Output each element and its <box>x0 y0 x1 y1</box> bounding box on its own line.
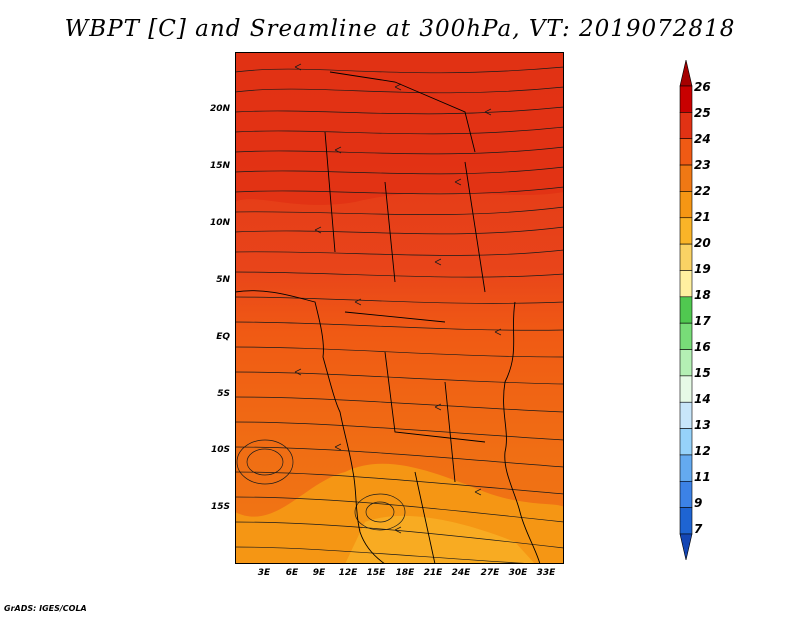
colorbar <box>679 60 693 560</box>
colorbar-label-21: 21 <box>694 210 711 224</box>
lon-label-15e: 15E <box>366 568 386 578</box>
colorbar-segment <box>679 270 693 298</box>
colorbar-segment <box>679 191 693 219</box>
lat-label-15s: 15S <box>210 502 230 512</box>
colorbar-segment <box>679 349 693 377</box>
lon-label-24e: 24E <box>451 568 471 578</box>
lat-label-10s: 10S <box>210 445 230 455</box>
colorbar-segment <box>679 296 693 324</box>
map-title: WBPT [C] and Sreamline at 300hPa, VT: 20… <box>64 16 736 42</box>
lon-label-3e: 3E <box>257 568 271 578</box>
stream-arrows <box>294 63 502 534</box>
colorbar-label-24: 24 <box>694 132 711 146</box>
colorbar-segment <box>679 164 693 192</box>
lon-label-33e: 33E <box>536 568 556 578</box>
colorbar-label-16: 16 <box>694 340 711 354</box>
lat-label-5s: 5S <box>217 389 230 399</box>
lon-label-30e: 30E <box>508 568 528 578</box>
warm-band-north <box>235 52 564 205</box>
colorbar-top-arrow <box>679 60 693 87</box>
colorbar-label-20: 20 <box>694 236 711 250</box>
colorbar-segment <box>679 454 693 482</box>
colorbar-label-18: 18 <box>694 288 711 302</box>
lon-label-18e: 18E <box>395 568 415 578</box>
lon-label-21e: 21E <box>423 568 443 578</box>
lat-label-15n: 15N <box>209 161 230 171</box>
colorbar-label-13: 13 <box>694 418 711 432</box>
lon-label-9e: 9E <box>312 568 326 578</box>
footer-credit: GrADS: IGES/COLA <box>4 604 87 613</box>
colorbar-label-26: 26 <box>694 80 711 94</box>
lat-label-10n: 10N <box>209 218 230 228</box>
colorbar-label-15: 15 <box>694 366 711 380</box>
colorbar-segment <box>679 85 693 113</box>
lat-label-eq: EQ <box>216 332 230 342</box>
lat-label-5n: 5N <box>216 275 230 285</box>
colorbar-label-23: 23 <box>694 158 711 172</box>
colorbar-segment <box>679 401 693 429</box>
colorbar-segment <box>679 507 693 535</box>
colorbar-segment <box>679 138 693 166</box>
colorbar-segment <box>679 480 693 508</box>
map-panel <box>235 52 564 564</box>
colorbar-label-19: 19 <box>694 262 711 276</box>
lat-label-20n: 20N <box>209 104 230 114</box>
colorbar-segment <box>679 243 693 271</box>
country-borders <box>235 71 541 564</box>
colorbar-segment <box>679 375 693 403</box>
colorbar-label-7: 7 <box>694 522 703 536</box>
streamlines <box>235 66 564 564</box>
colorbar-segment <box>679 217 693 245</box>
colorbar-label-12: 12 <box>694 444 711 458</box>
lon-label-12e: 12E <box>338 568 358 578</box>
colorbar-segment <box>679 322 693 350</box>
lon-label-6e: 6E <box>285 568 299 578</box>
colorbar-label-14: 14 <box>694 392 711 406</box>
colorbar-segment <box>679 112 693 140</box>
colorbar-segment <box>679 428 693 456</box>
colorbar-label-25: 25 <box>694 106 711 120</box>
colorbar-label-22: 22 <box>694 184 711 198</box>
colorbar-label-17: 17 <box>694 314 711 328</box>
lon-label-27e: 27E <box>480 568 500 578</box>
colorbar-label-9: 9 <box>694 496 703 510</box>
colorbar-bottom-arrow <box>679 533 693 560</box>
map-frame <box>235 52 564 564</box>
colorbar-label-11: 11 <box>694 470 711 484</box>
